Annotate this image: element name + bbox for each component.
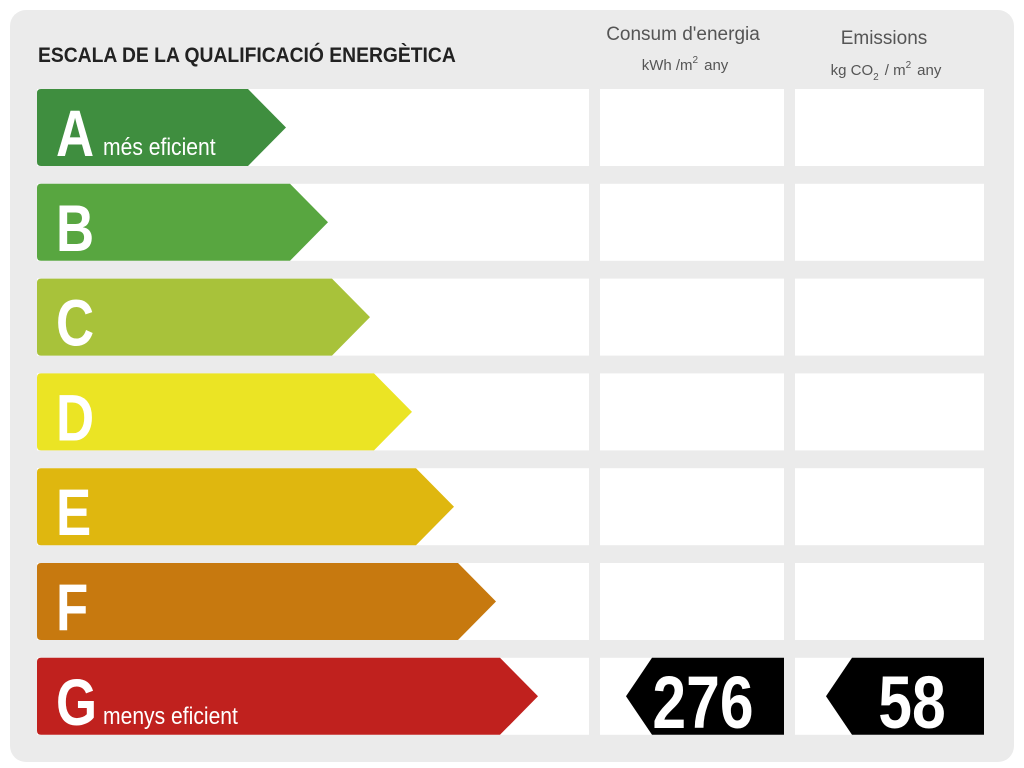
- rating-note: més eficient: [103, 134, 216, 161]
- rating-arrow: [37, 183, 328, 261]
- emissions-cell: [795, 563, 984, 640]
- unit-part: kWh /m: [642, 57, 693, 74]
- emissions-cell: [795, 468, 984, 546]
- rating-arrow: [37, 657, 538, 735]
- rating-letter: B: [56, 191, 94, 265]
- value: 276: [652, 662, 753, 744]
- rating-letter: C: [56, 286, 94, 360]
- emissions-cell: [795, 89, 984, 166]
- energy-cell: [600, 89, 784, 166]
- value-arrow: [626, 657, 784, 735]
- rating-arrow: [37, 563, 496, 640]
- rating-arrow: [37, 468, 454, 546]
- unit-part: any: [917, 62, 942, 79]
- emissions-cell: [795, 278, 984, 356]
- unit-sup: 2: [906, 60, 912, 71]
- emissions-header: Emissions: [841, 28, 928, 49]
- energy-unit: kWh /m2 any: [642, 55, 729, 74]
- energy-cell: [600, 373, 784, 451]
- unit-sub: 2: [873, 72, 879, 83]
- rating-arrow: [37, 278, 370, 356]
- rating-letter: F: [56, 570, 88, 644]
- unit-part: kg CO: [831, 62, 874, 79]
- energy-header: Consum d'energia: [606, 24, 760, 45]
- energy-cell: [600, 183, 784, 261]
- rating-arrow: [37, 89, 286, 166]
- emissions-unit: kg CO2/ m2 any: [831, 60, 942, 83]
- rating-letter: D: [56, 381, 94, 455]
- rating-note: menys eficient: [103, 703, 239, 730]
- unit-sup: 2: [693, 55, 699, 66]
- unit-part: any: [704, 57, 729, 74]
- unit-part: / m: [885, 62, 906, 79]
- energy-cell: [600, 278, 784, 356]
- rating-letter: G: [56, 665, 97, 739]
- value-arrow: [826, 657, 984, 735]
- emissions-cell: [795, 373, 984, 451]
- energy-cell: [600, 563, 784, 640]
- title: ESCALA DE LA QUALIFICACIÓ ENERGÈTICA: [38, 42, 456, 67]
- value: 58: [878, 662, 945, 744]
- rating-letter: E: [56, 476, 91, 550]
- rating-letter: A: [56, 96, 94, 170]
- emissions-cell: [795, 183, 984, 261]
- energy-cell: [600, 468, 784, 546]
- rating-arrow: [37, 373, 412, 451]
